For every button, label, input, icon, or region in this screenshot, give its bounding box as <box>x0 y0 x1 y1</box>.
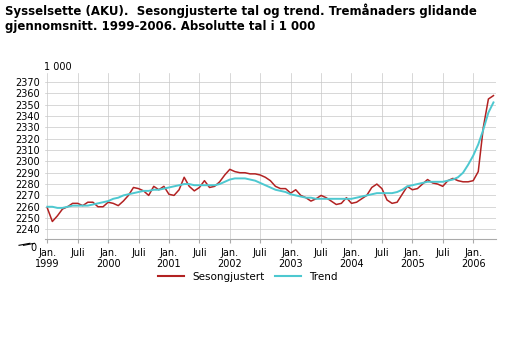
Legend: Sesongjustert, Trend: Sesongjustert, Trend <box>154 268 342 286</box>
Text: Sysselsette (AKU).  Sesongjusterte tal og trend. Tremånaders glidande
gjennomsni: Sysselsette (AKU). Sesongjusterte tal og… <box>5 4 477 33</box>
Text: 1 000: 1 000 <box>44 62 72 72</box>
Text: 0: 0 <box>30 243 36 253</box>
